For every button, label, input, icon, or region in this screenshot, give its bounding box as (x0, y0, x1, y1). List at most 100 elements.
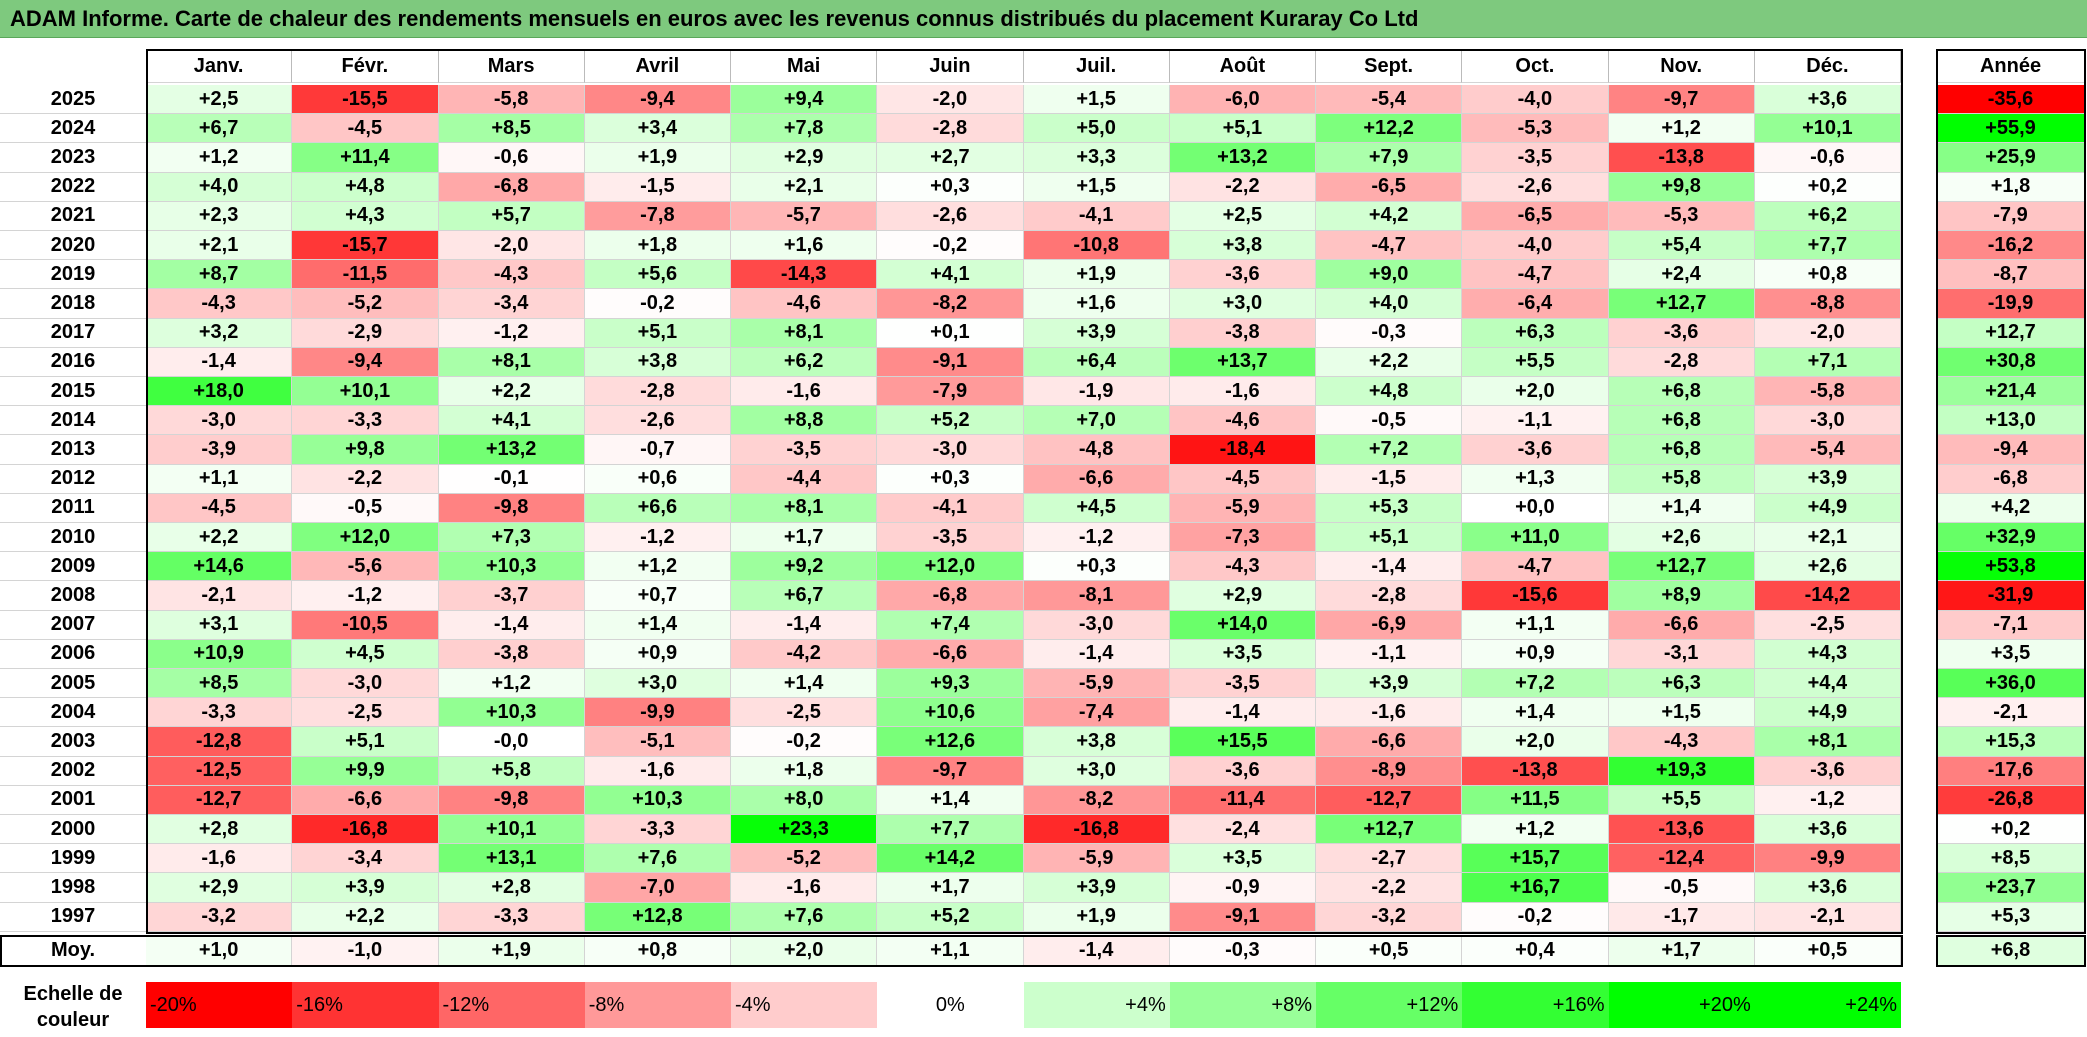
heatmap-cell: +7,0 (1023, 406, 1170, 436)
average-cell: +1,7 (1608, 934, 1755, 967)
heatmap-cell: +12,8 (584, 902, 731, 932)
heatmap-cell: +5,2 (877, 902, 1024, 932)
heatmap-cell: -6,6 (292, 785, 439, 815)
heatmap-cell: +12,2 (1316, 114, 1463, 144)
heatmap-cell: +1,4 (877, 785, 1024, 815)
heatmap-cell: -3,5 (877, 523, 1024, 553)
heatmap-cell: +1,4 (1608, 493, 1755, 523)
heatmap-cell: +2,5 (1169, 201, 1316, 231)
heatmap-cell: -8,9 (1316, 756, 1463, 786)
color-scale-swatch: +8% (1169, 982, 1316, 1028)
heatmap-cell: -4,7 (1462, 260, 1609, 290)
row-year-label: 2017 (0, 318, 146, 348)
heatmap-cell: +5,5 (1608, 785, 1755, 815)
row-year-label: 2023 (0, 143, 146, 173)
row-year-label: 2002 (0, 756, 146, 786)
heatmap-cell: +8,1 (731, 493, 878, 523)
heatmap-cell: -1,9 (1023, 377, 1170, 407)
heatmap-cell: -2,1 (146, 581, 293, 611)
heatmap-cell: -4,3 (438, 260, 585, 290)
heatmap-cell: -5,4 (1754, 435, 1901, 465)
heatmap-cell: -2,4 (1169, 815, 1316, 845)
heatmap-cell: +1,4 (1462, 698, 1609, 728)
heatmap-cell: +3,9 (1023, 873, 1170, 903)
heatmap-cell: -5,1 (584, 727, 731, 757)
heatmap-cell: -1,6 (146, 844, 293, 874)
heatmap-cell: +7,2 (1316, 435, 1463, 465)
heatmap-cell: +5,6 (584, 260, 731, 290)
heatmap-cell: -3,5 (1169, 669, 1316, 699)
row-year-label: 2011 (0, 493, 146, 523)
heatmap-cell: +13,7 (1169, 347, 1316, 377)
heatmap-cell: -0,5 (292, 493, 439, 523)
heatmap-cell: -3,6 (1169, 756, 1316, 786)
heatmap-cell: +11,4 (292, 143, 439, 173)
heatmap-cell: -5,2 (292, 289, 439, 319)
heatmap-cell: -12,7 (146, 785, 293, 815)
heatmap-cell: +13,2 (1169, 143, 1316, 173)
heatmap-cell: -15,6 (1462, 581, 1609, 611)
heatmap-cell: +2,2 (292, 902, 439, 932)
heatmap-cell: +4,4 (1754, 669, 1901, 699)
heatmap-cell: +7,8 (731, 114, 878, 144)
color-scale-swatch: +20% (1608, 982, 1755, 1028)
heatmap-cell: +2,8 (146, 815, 293, 845)
heatmap-cell: +2,4 (1608, 260, 1755, 290)
heatmap-cell: +6,7 (731, 581, 878, 611)
heatmap-cell: +2,5 (146, 85, 293, 115)
heatmap-cell: -0,5 (1316, 406, 1463, 436)
heatmap-cell: -2,2 (292, 464, 439, 494)
heatmap-cell: -1,5 (584, 172, 731, 202)
heatmap-cell: -1,6 (731, 377, 878, 407)
heatmap-cell: -13,8 (1608, 143, 1755, 173)
heatmap-cell: +12,6 (877, 727, 1024, 757)
heatmap-cell: -3,6 (1608, 318, 1755, 348)
heatmap-cell: -1,4 (731, 610, 878, 640)
annual-cell: +55,9 (1937, 114, 2085, 144)
annual-cell: -31,9 (1937, 581, 2085, 611)
heatmap-cell: -6,6 (1023, 464, 1170, 494)
heatmap-cell: -1,6 (1316, 698, 1463, 728)
heatmap-cell: +9,0 (1316, 260, 1463, 290)
heatmap-cell: -4,1 (877, 493, 1024, 523)
heatmap-cell: +8,5 (146, 669, 293, 699)
heatmap-cell: +1,6 (731, 231, 878, 261)
heatmap-cell: +2,0 (1462, 377, 1609, 407)
heatmap-cell: +6,3 (1608, 669, 1755, 699)
heatmap-cell: +4,8 (1316, 377, 1463, 407)
heatmap-cell: -5,4 (1316, 85, 1463, 115)
heatmap-cell: +7,3 (438, 523, 585, 553)
heatmap-cell: +2,9 (146, 873, 293, 903)
heatmap-cell: -6,6 (1608, 610, 1755, 640)
heatmap-cell: +14,2 (877, 844, 1024, 874)
row-year-label: 2019 (0, 260, 146, 290)
heatmap-cell: -6,8 (438, 172, 585, 202)
heatmap-cell: +1,9 (584, 143, 731, 173)
heatmap-cell: -3,0 (292, 669, 439, 699)
heatmap-cell: +1,8 (731, 756, 878, 786)
heatmap-cell: +4,1 (438, 406, 585, 436)
heatmap-cell: -2,8 (1608, 347, 1755, 377)
heatmap-cell: +2,0 (1462, 727, 1609, 757)
heatmap-cell: -5,9 (1169, 493, 1316, 523)
heatmap-cell: +2,9 (1169, 581, 1316, 611)
heatmap-cell: +10,1 (1754, 114, 1901, 144)
heatmap-cell: -2,5 (292, 698, 439, 728)
heatmap-cell: -4,5 (292, 114, 439, 144)
heatmap-cell: -3,2 (146, 902, 293, 932)
heatmap-cell: +1,5 (1023, 85, 1170, 115)
heatmap-cell: +3,9 (1023, 318, 1170, 348)
heatmap-cell: +0,1 (877, 318, 1024, 348)
heatmap-cell: +3,1 (146, 610, 293, 640)
heatmap-cell: -4,7 (1462, 552, 1609, 582)
row-year-label: 2021 (0, 201, 146, 231)
heatmap-cell: -3,6 (1754, 756, 1901, 786)
heatmap-cell: -1,2 (1023, 523, 1170, 553)
annual-cell: +12,7 (1937, 318, 2085, 348)
heatmap-cell: -2,8 (584, 377, 731, 407)
row-year-label: 2014 (0, 406, 146, 436)
row-year-label: 2003 (0, 727, 146, 757)
heatmap-cell: -0,3 (1316, 318, 1463, 348)
heatmap-cell: -15,5 (292, 85, 439, 115)
heatmap-cell: -4,6 (731, 289, 878, 319)
